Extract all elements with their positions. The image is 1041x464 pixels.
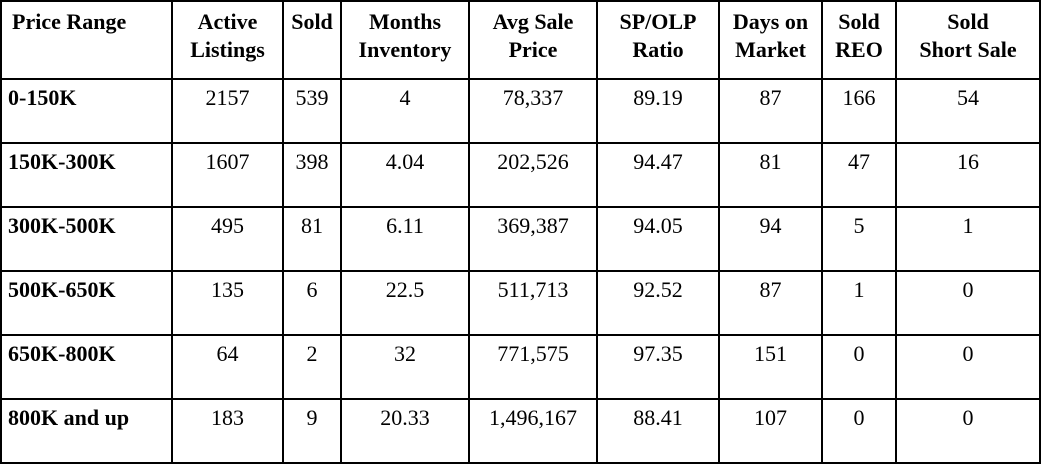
sold-short-sale-cell: 0 <box>895 334 1041 400</box>
sold-cell: 6 <box>282 270 342 336</box>
sold-reo-cell: 0 <box>821 398 897 464</box>
price-range-cell: 150K-300K <box>0 142 173 208</box>
sp-olp-ratio-cell: 94.05 <box>596 206 720 272</box>
sold-cell: 9 <box>282 398 342 464</box>
months-inventory-cell: 32 <box>340 334 470 400</box>
sold-short-sale-cell: 1 <box>895 206 1041 272</box>
table-row: 150K-300K 1607 398 4.04 202,526 94.47 81… <box>0 142 1041 208</box>
sold-reo-cell: 5 <box>821 206 897 272</box>
price-range-cell: 800K and up <box>0 398 173 464</box>
header-row: Price Range Active Listings Sold Months In… <box>0 0 1041 80</box>
header-avg-sale-price: Avg Sale Price <box>468 0 598 80</box>
sold-cell: 539 <box>282 78 342 144</box>
header-active-listings: Active Listings <box>171 0 284 80</box>
months-inventory-cell: 20.33 <box>340 398 470 464</box>
header-days-on-market: Days on Market <box>718 0 823 80</box>
active-listings-cell: 495 <box>171 206 284 272</box>
days-on-market-cell: 107 <box>718 398 823 464</box>
header-sp-olp-ratio: SP/OLP Ratio <box>596 0 720 80</box>
sold-short-sale-cell: 16 <box>895 142 1041 208</box>
sp-olp-ratio-cell: 92.52 <box>596 270 720 336</box>
avg-sale-price-cell: 202,526 <box>468 142 598 208</box>
avg-sale-price-cell: 511,713 <box>468 270 598 336</box>
table-row: 500K-650K 135 6 22.5 511,713 92.52 87 1 … <box>0 270 1041 336</box>
header-price-range: Price Range <box>0 0 173 80</box>
sold-reo-cell: 1 <box>821 270 897 336</box>
avg-sale-price-cell: 78,337 <box>468 78 598 144</box>
table-row: 800K and up 183 9 20.33 1,496,167 88.41 … <box>0 398 1041 464</box>
sp-olp-ratio-cell: 88.41 <box>596 398 720 464</box>
active-listings-cell: 1607 <box>171 142 284 208</box>
sold-cell: 2 <box>282 334 342 400</box>
table-row: 650K-800K 64 2 32 771,575 97.35 151 0 0 <box>0 334 1041 400</box>
days-on-market-cell: 94 <box>718 206 823 272</box>
price-range-cell: 0-150K <box>0 78 173 144</box>
avg-sale-price-cell: 369,387 <box>468 206 598 272</box>
sold-short-sale-cell: 54 <box>895 78 1041 144</box>
sold-reo-cell: 0 <box>821 334 897 400</box>
days-on-market-cell: 81 <box>718 142 823 208</box>
price-range-cell: 650K-800K <box>0 334 173 400</box>
sold-reo-cell: 166 <box>821 78 897 144</box>
days-on-market-cell: 151 <box>718 334 823 400</box>
months-inventory-cell: 4.04 <box>340 142 470 208</box>
active-listings-cell: 135 <box>171 270 284 336</box>
avg-sale-price-cell: 1,496,167 <box>468 398 598 464</box>
table-row: 0-150K 2157 539 4 78,337 89.19 87 166 54 <box>0 78 1041 144</box>
sp-olp-ratio-cell: 97.35 <box>596 334 720 400</box>
months-inventory-cell: 6.11 <box>340 206 470 272</box>
active-listings-cell: 2157 <box>171 78 284 144</box>
sold-short-sale-cell: 0 <box>895 270 1041 336</box>
days-on-market-cell: 87 <box>718 78 823 144</box>
sp-olp-ratio-cell: 94.47 <box>596 142 720 208</box>
sold-short-sale-cell: 0 <box>895 398 1041 464</box>
header-sold-reo: Sold REO <box>821 0 897 80</box>
active-listings-cell: 183 <box>171 398 284 464</box>
price-range-cell: 500K-650K <box>0 270 173 336</box>
header-sold-short-sale: Sold Short Sale <box>895 0 1041 80</box>
sold-cell: 81 <box>282 206 342 272</box>
header-sold: Sold <box>282 0 342 80</box>
active-listings-cell: 64 <box>171 334 284 400</box>
table-row: 300K-500K 495 81 6.11 369,387 94.05 94 5… <box>0 206 1041 272</box>
months-inventory-cell: 4 <box>340 78 470 144</box>
avg-sale-price-cell: 771,575 <box>468 334 598 400</box>
sold-cell: 398 <box>282 142 342 208</box>
header-months-inventory: Months Inventory <box>340 0 470 80</box>
sold-reo-cell: 47 <box>821 142 897 208</box>
months-inventory-cell: 22.5 <box>340 270 470 336</box>
price-range-cell: 300K-500K <box>0 206 173 272</box>
sp-olp-ratio-cell: 89.19 <box>596 78 720 144</box>
days-on-market-cell: 87 <box>718 270 823 336</box>
